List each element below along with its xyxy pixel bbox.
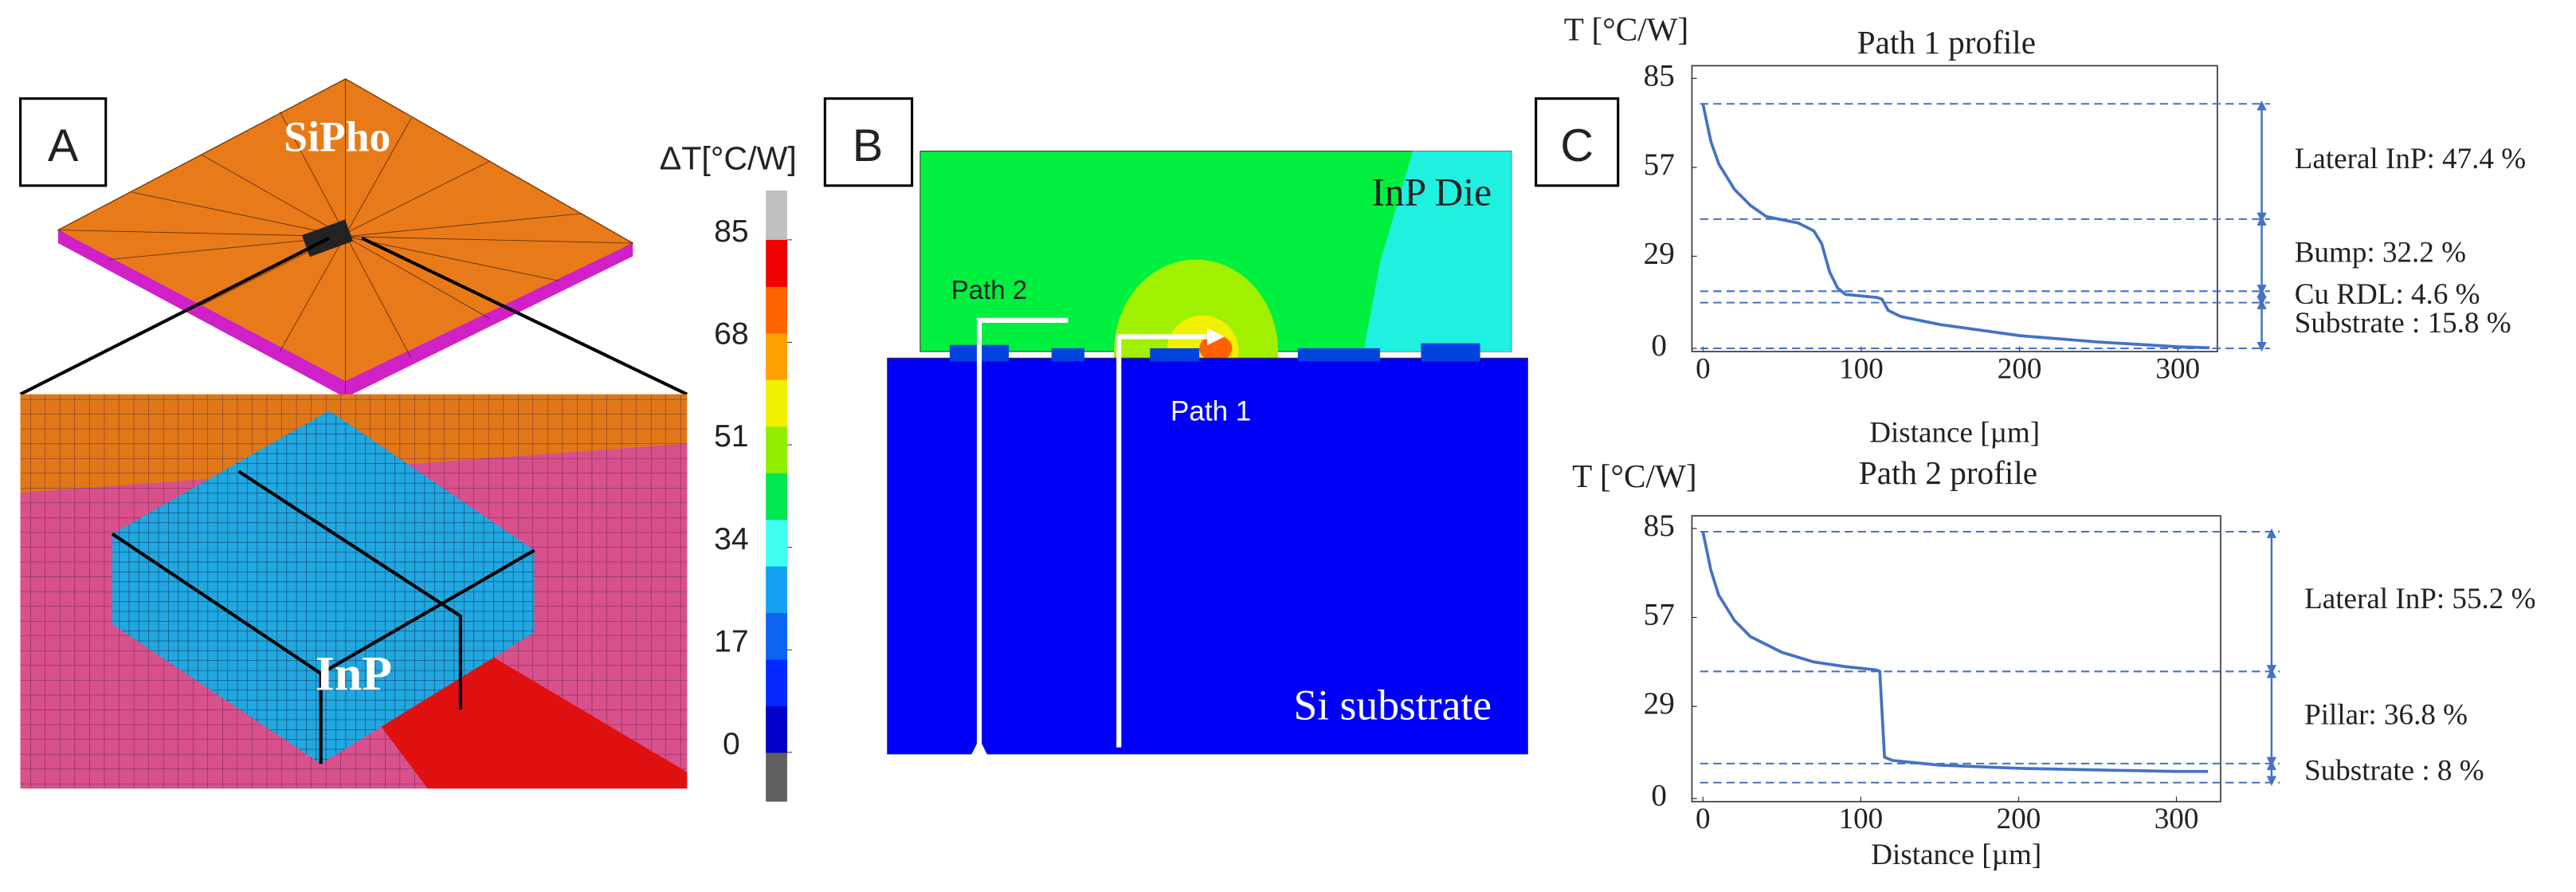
colorbar-tick-label: 51: [714, 419, 749, 454]
panel-label: C: [1560, 120, 1594, 171]
y-axis-label: T [°C/W]: [1564, 11, 1688, 48]
x-tick-label: 300: [2155, 803, 2199, 835]
die-cool-region: [1363, 151, 1511, 352]
y-tick-label: 85: [1644, 58, 1675, 92]
panel-label-box: [19, 97, 108, 187]
y-tick-label: 29: [1644, 686, 1675, 721]
y-axis-label: T [°C/W]: [1572, 458, 1696, 494]
annotation: Substrate : 8 %: [2304, 754, 2484, 787]
panel-c: C Path 1 profile T [°C/W] Distance [µm] 0 29…: [1535, 11, 2535, 871]
annotation: Bump: 32.2 %: [2295, 237, 2466, 269]
y-tick-label: 85: [1644, 509, 1675, 543]
colorbar-band: [766, 426, 787, 474]
plot-frame: [1691, 515, 2221, 803]
panel-label: B: [853, 120, 883, 171]
chart-title: Path 1 profile: [1857, 24, 2036, 61]
x-tick-label: 0: [1696, 803, 1711, 835]
chart-title: Path 2 profile: [1859, 454, 2037, 491]
colorbar-band: [766, 239, 787, 287]
y-tick-label: 0: [1651, 328, 1667, 363]
path-arrows: [979, 317, 1216, 748]
colorbar-over: [766, 191, 787, 240]
die-label: InP Die: [1371, 171, 1492, 214]
colorbar-band: [766, 519, 787, 567]
colorbar-tick-label: 34: [714, 522, 749, 556]
colorbar-title: ΔT[°C/W]: [660, 139, 797, 176]
colorbar-band: [766, 612, 787, 660]
annotation: Pillar: 36.8 %: [2304, 699, 2468, 732]
x-tick-label: 0: [1696, 352, 1711, 385]
y-tick-label: 0: [1651, 779, 1667, 813]
colorbar-band: [766, 658, 787, 707]
x-tick-label: 100: [1839, 352, 1884, 385]
colorbar: ΔT[°C/W] 0 17 34 51 68 85: [660, 139, 797, 802]
colorbar-tick-label: 17: [714, 624, 749, 658]
profile-line: [1701, 531, 2209, 773]
colorbar-band: [766, 379, 787, 427]
zoom-line: [19, 236, 688, 396]
panel-label: A: [48, 120, 79, 171]
colorbar-tick-label: 0: [723, 727, 740, 761]
x-axis-label: Distance [µm]: [1869, 417, 2040, 450]
colorbar-band: [766, 286, 787, 334]
panel-a: A SiPho InP: [19, 78, 688, 789]
y-tick-label: 57: [1644, 598, 1675, 632]
inp-edges: [111, 470, 535, 764]
colorbar-band: [766, 705, 787, 753]
annotation: Lateral InP: 55.2 %: [2304, 583, 2535, 615]
panel-label-box: [823, 97, 914, 187]
annotation: Lateral InP: 47.4 %: [2295, 143, 2526, 175]
x-tick-label: 100: [1839, 803, 1884, 835]
inp-label: InP: [316, 647, 392, 701]
y-tick-label: 57: [1644, 147, 1675, 182]
profile-line: [1701, 103, 2210, 350]
inp-mesh: [112, 411, 535, 764]
trace: [378, 657, 688, 789]
annotation: Substrate : 15.8 %: [2295, 307, 2511, 340]
colorbar-under: [766, 752, 787, 802]
panel-b: B InP Die Si substrate Path 2 Path 1: [823, 97, 1528, 754]
x-tick-label: 200: [1997, 803, 2041, 835]
panel-label-box: [1535, 97, 1620, 187]
path2-label: Path 2: [951, 275, 1027, 305]
x-axis-label: Distance [µm]: [1871, 839, 2041, 871]
colorbar-band: [766, 566, 787, 614]
colorbar-band: [766, 473, 787, 521]
substrate-label: Si substrate: [1293, 682, 1492, 729]
path1-label: Path 1: [1170, 396, 1251, 427]
x-tick-label: 200: [1998, 352, 2042, 385]
y-tick-label: 29: [1644, 236, 1675, 270]
plot-frame: [1691, 65, 2218, 352]
colorbar-tick-label: 68: [714, 317, 749, 352]
annotation: Cu RDL: 4.6 %: [2295, 278, 2480, 311]
colorbar-tick-label: 85: [714, 214, 749, 249]
colorbar-band: [766, 332, 787, 380]
x-tick-label: 300: [2155, 352, 2200, 385]
sipho-label: SiPho: [284, 113, 390, 161]
